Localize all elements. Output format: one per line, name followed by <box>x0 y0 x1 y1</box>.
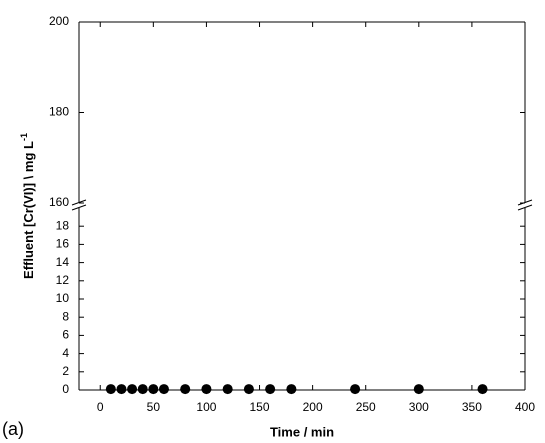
y-axis-title-sup: -1 <box>19 133 29 141</box>
y-tick-label: 18 <box>56 218 70 232</box>
y-tick-label: 14 <box>56 255 70 269</box>
data-point <box>243 384 254 395</box>
y-tick-label: 160 <box>49 195 69 209</box>
x-tick-label: 350 <box>462 400 482 414</box>
x-axis-title: Time / min <box>270 424 334 439</box>
y-axis-title: Effluent [Cr(VI)] \ mg L-1 <box>19 133 36 279</box>
y-tick-label: 8 <box>62 309 69 323</box>
data-point <box>265 384 276 395</box>
data-point <box>127 384 138 395</box>
x-tick-label: 300 <box>409 400 429 414</box>
data-point <box>158 384 169 395</box>
data-point <box>180 384 191 395</box>
frame <box>71 21 533 391</box>
x-tick-label: 150 <box>250 400 270 414</box>
x-tick-label: 50 <box>147 400 161 414</box>
data-point <box>201 384 212 395</box>
y-tick-label: 2 <box>62 364 69 378</box>
x-tick-label: 0 <box>97 400 104 414</box>
y-tick-label: 12 <box>56 273 70 287</box>
x-tick-label: 200 <box>303 400 323 414</box>
data-point <box>286 384 297 395</box>
y-tick-label: 0 <box>62 382 69 396</box>
x-tick-label: 250 <box>356 400 376 414</box>
data-point <box>148 384 159 395</box>
data-point <box>137 384 148 395</box>
y-axis-title-main: Effluent [Cr(VI)] \ mg L <box>21 141 36 279</box>
y-tick-label: 180 <box>49 105 69 119</box>
x-tick-label: 100 <box>196 400 216 414</box>
data-point <box>350 384 361 395</box>
x-tick-label: 400 <box>515 400 535 414</box>
data-point <box>116 384 127 395</box>
y-tick-label: 4 <box>62 346 69 360</box>
data-point <box>222 384 233 395</box>
panel-label: (a) <box>2 419 24 439</box>
y-tick-label: 6 <box>62 328 69 342</box>
y-tick-label: 16 <box>56 237 70 251</box>
data-point <box>413 384 424 395</box>
data-point <box>477 384 488 395</box>
y-tick-label: 200 <box>49 14 69 28</box>
y-tick-label: 10 <box>56 291 70 305</box>
data-point <box>105 384 116 395</box>
